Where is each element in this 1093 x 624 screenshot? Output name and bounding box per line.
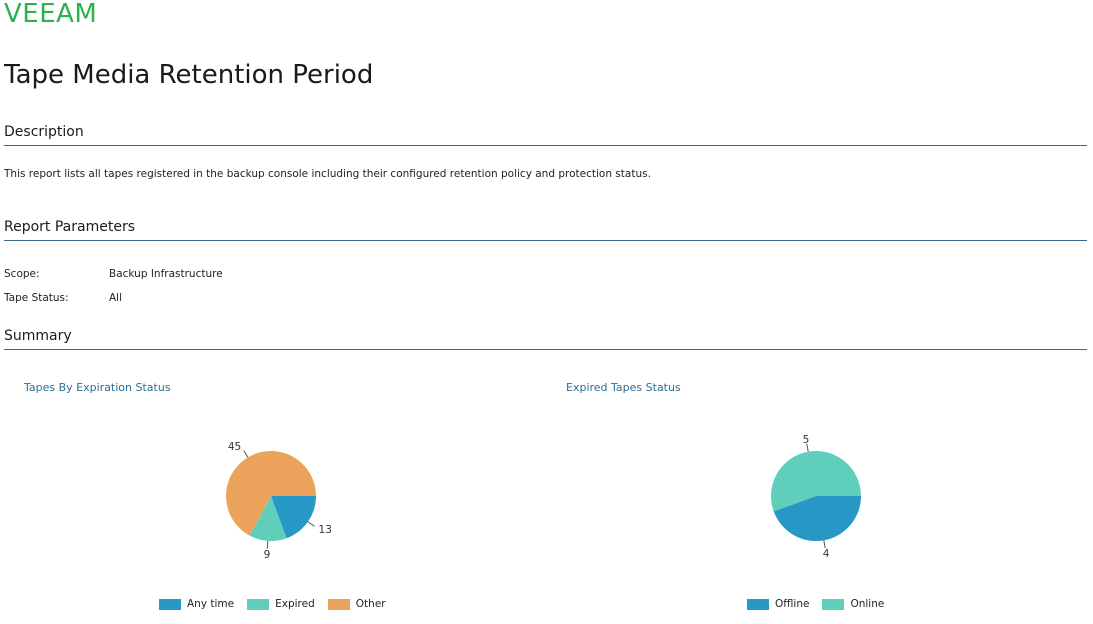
pie-slice-other bbox=[226, 451, 316, 536]
legend-label: Any time bbox=[187, 598, 235, 610]
param-name: Scope: bbox=[4, 268, 40, 280]
param-value: All bbox=[109, 292, 123, 304]
legend-item-any-time: Any time bbox=[159, 598, 234, 610]
description-text: This report lists all tapes registered i… bbox=[4, 168, 651, 180]
leader-line bbox=[806, 443, 809, 452]
data-label-other: 45 bbox=[228, 441, 241, 453]
legend-label: Expired bbox=[275, 598, 315, 610]
summary-heading: Summary bbox=[4, 327, 1087, 350]
pie-slice-expired bbox=[249, 496, 287, 542]
leader-line bbox=[823, 540, 826, 549]
pie-slice-any-time bbox=[271, 496, 316, 539]
legend-expired-tapes-status: Offline Online bbox=[747, 598, 884, 610]
chart-title-expired-tapes-status: Expired Tapes Status bbox=[566, 381, 681, 394]
legend-label: Offline bbox=[775, 598, 810, 610]
legend-swatch bbox=[247, 598, 270, 610]
legend-item-expired: Expired bbox=[247, 598, 315, 610]
legend-label: Other bbox=[355, 598, 386, 610]
report-title: Tape Media Retention Period bbox=[4, 60, 374, 90]
report-parameters-heading: Report Parameters bbox=[4, 218, 1087, 241]
pie-chart-expiration-status: 13 9 45 bbox=[226, 441, 332, 561]
pie-chart-expired-tapes-status: 45 bbox=[771, 434, 862, 560]
param-row-scope: Scope: Backup Infrastructure bbox=[4, 268, 223, 280]
veeam-logo: VEEAM bbox=[4, 0, 98, 29]
leader-line bbox=[307, 521, 315, 527]
legend-swatch bbox=[822, 598, 845, 610]
chart-title-expiration-status: Tapes By Expiration Status bbox=[24, 381, 171, 394]
legend-swatch bbox=[159, 598, 181, 610]
legend-label: Online bbox=[850, 598, 885, 610]
leader-line bbox=[266, 540, 269, 549]
legend-item-offline: Offline bbox=[747, 598, 809, 610]
data-label-online: 5 bbox=[803, 434, 810, 446]
leader-line bbox=[243, 450, 249, 458]
legend-item-online: Online bbox=[822, 598, 884, 610]
legend-expiration-status: Any time Expired Other bbox=[159, 598, 386, 610]
data-label-expired: 9 bbox=[264, 549, 271, 561]
description-heading: Description bbox=[4, 123, 1087, 146]
legend-swatch bbox=[747, 598, 769, 610]
param-row-tape-status: Tape Status: All bbox=[4, 292, 122, 304]
data-label-any-time: 13 bbox=[319, 524, 332, 536]
legend-item-other: Other bbox=[327, 598, 386, 610]
data-label-offline: 4 bbox=[823, 548, 830, 560]
param-value: Backup Infrastructure bbox=[109, 268, 223, 280]
legend-swatch bbox=[327, 598, 350, 610]
pie-slice-offline bbox=[773, 496, 862, 542]
param-name: Tape Status: bbox=[4, 292, 69, 304]
pie-slice-online bbox=[771, 451, 861, 512]
